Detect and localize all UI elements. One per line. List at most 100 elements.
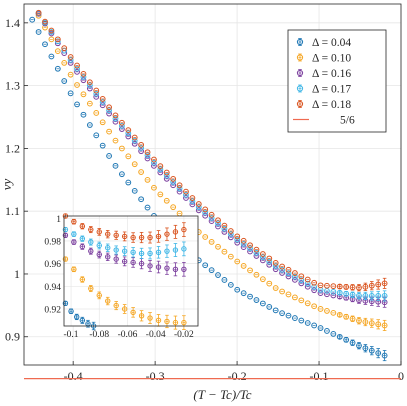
data-point [343,290,350,297]
data-point [88,239,94,245]
data-point [119,119,125,126]
data-point [311,303,318,310]
data-point [296,85,304,92]
data-point [343,284,350,290]
data-point [208,267,215,274]
inset-data-point [121,246,128,257]
data-point [112,162,119,169]
data-point [317,282,324,289]
x-axis-label: (T − Tc)/Tc [193,387,251,402]
data-point [259,300,266,307]
data-point [221,222,228,229]
y-tick-label: 1.3 [5,79,20,93]
data-point [172,319,179,326]
data-point [324,328,330,334]
data-point [121,306,128,312]
inset-data-point [105,296,111,306]
inset-data-point [88,285,94,293]
data-point [106,153,112,159]
data-point [356,284,362,292]
data-point [381,322,388,329]
data-point [272,307,279,314]
data-point [125,153,132,160]
data-point [221,222,228,229]
data-point [131,187,138,194]
data-point [62,300,69,307]
data-point [125,179,132,186]
y-tick-label: 0.9 [5,330,20,344]
data-point [106,104,112,111]
data-point [105,298,111,304]
data-point [195,201,202,207]
data-point [121,258,128,265]
data-point [54,48,61,55]
data-point [71,239,77,245]
data-point [88,285,94,292]
data-point [272,263,279,269]
data-point [121,248,128,254]
data-point [80,111,87,118]
data-point [266,261,273,268]
data-point [208,215,215,221]
data-point [285,266,292,273]
data-point [202,262,209,269]
data-point [298,297,305,304]
data-point [349,291,356,298]
data-point [381,319,388,331]
inset-data-point [164,244,170,258]
legend-label: Δ = 0.17 [312,84,351,96]
data-point [272,260,279,266]
data-point [61,78,68,84]
data-point [343,290,350,297]
data-point [125,133,132,140]
data-point [105,254,111,260]
data-point [62,256,69,262]
data-point [375,290,382,301]
data-point [272,263,279,269]
legend-entry: Δ = 0.10 [296,53,351,65]
inset-series-3 [62,226,187,260]
legend-marker [296,38,304,46]
data-point [292,270,298,276]
data-point [170,182,177,189]
data-point [221,248,228,255]
data-point [112,115,119,122]
axes-frame [23,3,402,366]
data-point [119,145,125,152]
data-point [138,141,145,148]
x-tick-label: -0.4 [64,369,83,383]
data-point [99,142,106,149]
data-point [304,320,311,326]
data-point [227,228,234,234]
data-point [170,179,177,185]
data-point [317,306,324,312]
data-point [221,229,228,235]
data-point [151,156,157,163]
data-point [106,110,112,117]
y-tick-label: 1 [14,267,20,281]
data-point [279,288,285,295]
data-point [240,237,247,244]
x-tick-label: -0.3 [146,369,165,383]
data-point [247,242,253,249]
data-point [311,284,318,290]
data-point [183,188,189,195]
data-point [215,243,221,250]
data-point [279,270,285,276]
data-point [208,211,215,218]
inset-data-point [155,246,162,259]
data-point [330,283,337,290]
inset-data-point [172,224,179,239]
data-point [208,211,215,218]
inset-data-point [147,312,153,324]
data-point [208,215,215,221]
data-point [163,169,170,176]
data-point [272,285,279,291]
data-point [131,137,138,144]
series-1 [35,12,388,331]
data-point [368,281,375,291]
inset-data-point [155,260,162,274]
data-point [221,277,228,283]
data-point [362,283,369,290]
data-point [298,280,305,287]
